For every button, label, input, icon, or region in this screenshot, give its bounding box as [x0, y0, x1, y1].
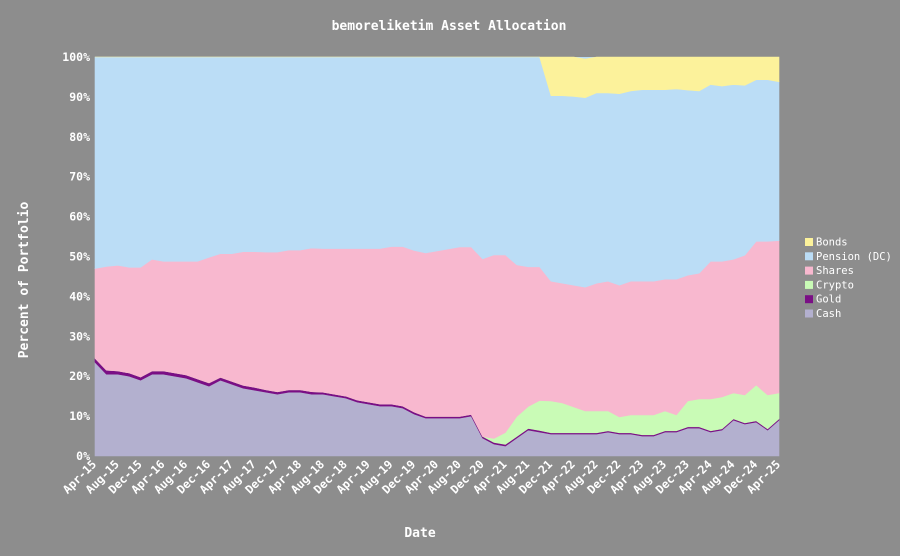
- legend-item-crypto: Crypto: [805, 279, 854, 291]
- legend-label: Shares: [816, 265, 854, 277]
- chart-title: bemoreliketim Asset Allocation: [332, 19, 567, 34]
- y-axis-ticks: 0% 10% 20% 30% 40% 50% 60% 70% 80% 90% 100%: [62, 50, 90, 463]
- legend-swatch: [805, 252, 813, 261]
- legend-item-cash: Cash: [805, 308, 841, 320]
- legend-item-shares: Shares: [805, 265, 854, 277]
- legend-swatch: [805, 238, 813, 246]
- y-tick-label: 50%: [69, 250, 90, 264]
- y-tick-label: 90%: [69, 90, 90, 104]
- y-tick-label: 100%: [62, 50, 90, 64]
- legend: Bonds Pension (DC) Shares Crypto Gold Cash: [805, 237, 892, 320]
- legend-label: Cash: [816, 308, 841, 320]
- y-axis-label: Percent of Portfolio: [17, 202, 32, 359]
- legend-swatch: [805, 266, 813, 275]
- legend-swatch: [805, 280, 813, 289]
- y-tick-label: 20%: [69, 369, 90, 383]
- y-tick-label: 30%: [69, 329, 90, 343]
- legend-label: Crypto: [816, 279, 854, 291]
- y-tick-label: 60%: [69, 210, 90, 224]
- y-tick-label: 80%: [69, 130, 90, 144]
- legend-item-pension-dc: Pension (DC): [805, 251, 892, 263]
- legend-swatch: [805, 295, 813, 304]
- area-series-bonds: [95, 56, 780, 99]
- y-tick-label: 10%: [69, 409, 90, 423]
- legend-item-gold: Gold: [805, 294, 841, 306]
- legend-item-bonds: Bonds: [805, 237, 848, 249]
- legend-label: Gold: [816, 294, 841, 306]
- x-axis-label: Date: [404, 526, 435, 541]
- legend-label: Bonds: [816, 237, 848, 249]
- y-tick-label: 0%: [76, 449, 90, 463]
- area-series-group: [94, 56, 780, 457]
- legend-swatch: [805, 309, 813, 318]
- x-axis-ticks: Apr-15Aug-15Dec-15Apr-16Aug-16Dec-16Apr-…: [60, 457, 783, 496]
- y-tick-label: 40%: [69, 289, 90, 303]
- legend-label: Pension (DC): [816, 251, 892, 263]
- y-tick-label: 70%: [69, 170, 90, 184]
